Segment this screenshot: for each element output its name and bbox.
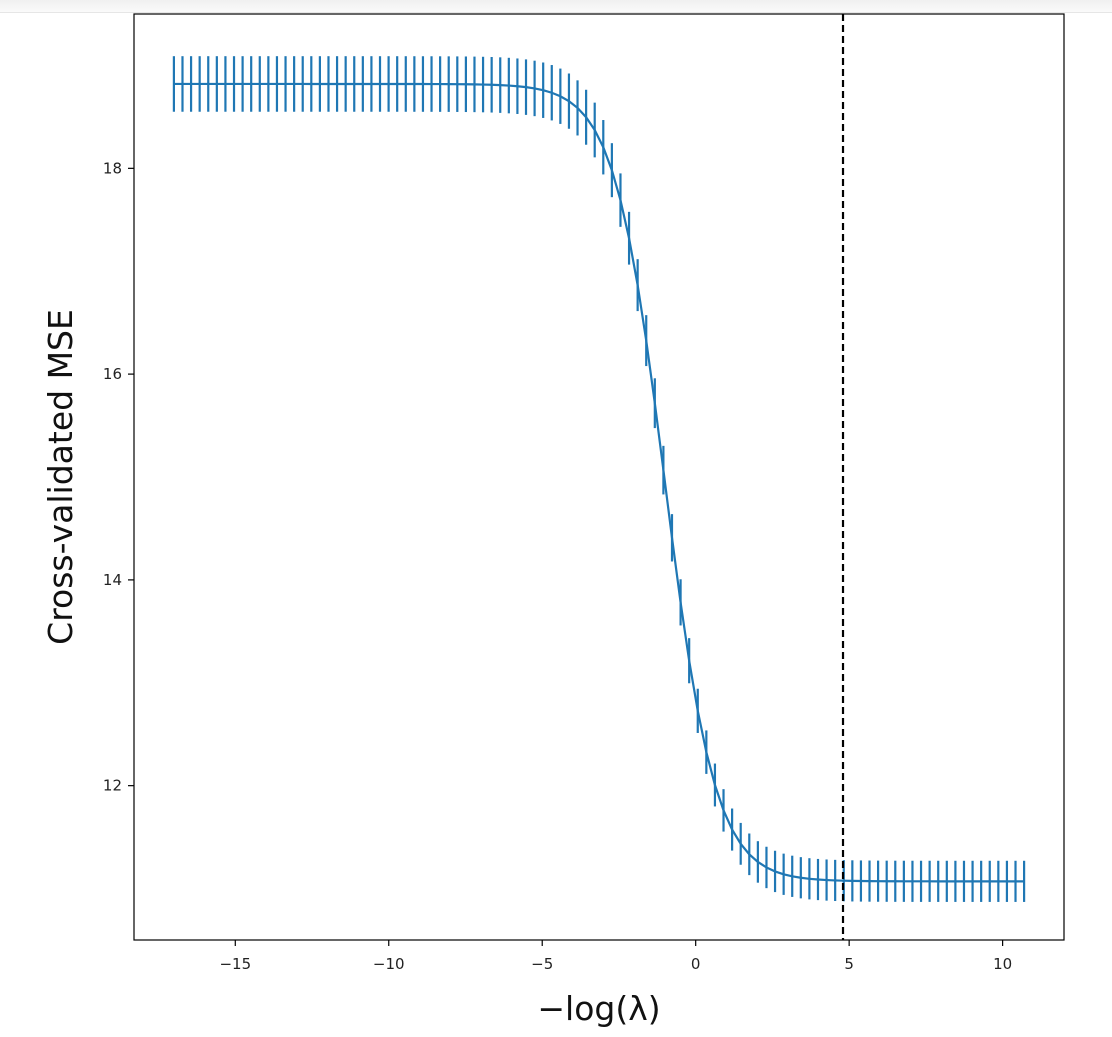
error-bars — [172, 56, 1026, 902]
axes-frame — [133, 13, 1065, 941]
series-lines — [173, 82, 1025, 883]
x-axis-ticks: −15 −10 −5 0 5 10 — [219, 940, 1012, 973]
y-tick-label: 12 — [103, 777, 122, 795]
y-tick-label: 14 — [103, 571, 122, 589]
x-tick-label: 5 — [844, 955, 854, 973]
x-tick-label: 10 — [993, 955, 1012, 973]
series-line-cv_mse — [173, 82, 1025, 883]
x-tick-label: −15 — [219, 955, 251, 973]
y-axis-title: Cross-validated MSE — [41, 309, 80, 645]
window-top-strip — [0, 0, 1112, 13]
y-tick-label: 18 — [103, 159, 122, 177]
x-axis-title: −log(λ) — [537, 989, 660, 1028]
y-tick-label: 16 — [103, 365, 122, 383]
x-tick-label: 0 — [691, 955, 701, 973]
x-tick-label: −10 — [373, 955, 405, 973]
y-axis-ticks: 12 14 16 18 — [103, 159, 134, 795]
x-tick-label: −5 — [531, 955, 553, 973]
